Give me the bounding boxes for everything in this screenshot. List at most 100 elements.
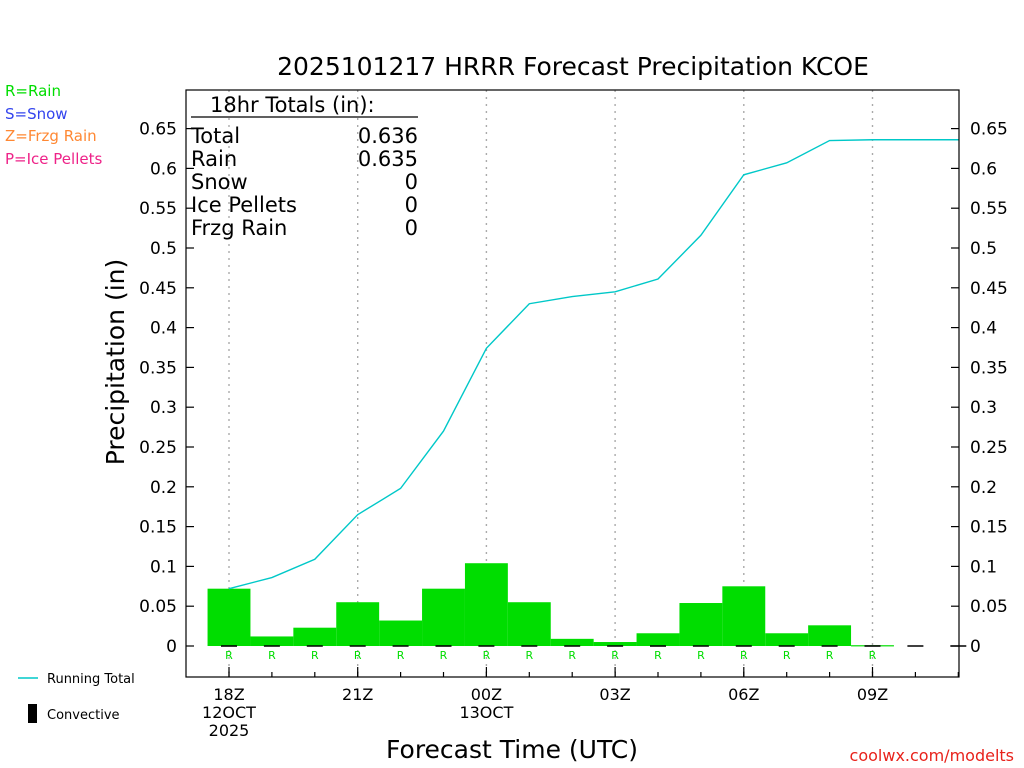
running-total-legend-label: Running Total bbox=[47, 672, 135, 687]
y-tick-label-right-11: 0.55 bbox=[970, 199, 1008, 219]
y-tick-label-right-12: 0.6 bbox=[970, 159, 997, 179]
y-tick-label-left-6: 0.3 bbox=[150, 398, 177, 418]
y-tick-label-right-2: 0.1 bbox=[970, 557, 997, 577]
y-tick-label-left-8: 0.4 bbox=[150, 319, 177, 339]
y-tick-label-right-7: 0.35 bbox=[970, 358, 1008, 378]
x-tick-label-3-0: 03Z bbox=[599, 685, 630, 704]
totals-header: 18hr Totals (in): bbox=[210, 93, 375, 117]
credit-text: coolwx.com/modelts bbox=[850, 746, 1014, 765]
x-tick-label-0-0: 18Z bbox=[213, 685, 244, 704]
x-tick-label-0-2: 2025 bbox=[209, 721, 250, 740]
legend-ice-pellets: P=Ice Pellets bbox=[5, 150, 102, 168]
convective-swatch bbox=[28, 704, 37, 723]
x-tick-label-2-1: 13OCT bbox=[459, 703, 513, 722]
totals-box: 18hr Totals (in): Total 0.636 Rain 0.635… bbox=[190, 93, 418, 240]
precip-bar-3 bbox=[336, 602, 380, 646]
totals-total-label: Total bbox=[190, 124, 240, 148]
y-tick-label-right-10: 0.5 bbox=[970, 239, 997, 259]
y-tick-label-right-4: 0.2 bbox=[970, 478, 997, 498]
precip-type-marker-4: R bbox=[397, 649, 405, 662]
y-tick-label-left-0: 0 bbox=[166, 637, 177, 657]
precip-bar-1 bbox=[250, 636, 294, 646]
convective-legend-label: Convective bbox=[47, 708, 120, 723]
precip-type-marker-9: R bbox=[611, 649, 619, 662]
x-tick-label-1-0: 21Z bbox=[342, 685, 373, 704]
y-tick-label-right-3: 0.15 bbox=[970, 518, 1008, 538]
totals-total-value: 0.636 bbox=[358, 124, 418, 148]
precip-type-marker-7: R bbox=[525, 649, 533, 662]
precip-bar-5 bbox=[422, 588, 465, 646]
totals-rain-label: Rain bbox=[191, 147, 237, 171]
x-tick-label-5-0: 09Z bbox=[857, 685, 888, 704]
y-tick-label-left-10: 0.5 bbox=[150, 239, 177, 259]
y-tick-label-left-9: 0.45 bbox=[139, 279, 177, 299]
precip-bar-12 bbox=[722, 586, 766, 646]
precip-type-marker-3: R bbox=[354, 649, 362, 662]
precip-bar-13 bbox=[765, 633, 809, 646]
y-tick-label-left-1: 0.05 bbox=[139, 597, 177, 617]
precip-type-marker-0: R bbox=[225, 649, 233, 662]
y-tick-label-left-3: 0.15 bbox=[139, 518, 177, 538]
grid-layer bbox=[228, 90, 874, 677]
legend-frzg-rain: Z=Frzg Rain bbox=[5, 127, 97, 145]
y-tick-label-right-8: 0.4 bbox=[970, 319, 997, 339]
precip-bar-9 bbox=[593, 642, 637, 646]
legend-snow: S=Snow bbox=[5, 105, 68, 123]
precip-bar-10 bbox=[636, 633, 680, 646]
precip-type-marker-11: R bbox=[697, 649, 705, 662]
line-layer bbox=[228, 139, 959, 590]
totals-frzg-value: 0 bbox=[405, 216, 418, 240]
precip-type-marker-8: R bbox=[568, 649, 576, 662]
y-tick-label-left-4: 0.2 bbox=[150, 478, 177, 498]
precip-bar-4 bbox=[379, 620, 423, 646]
precip-bar-11 bbox=[679, 603, 723, 646]
precip-type-marker-6: R bbox=[483, 649, 491, 662]
x-axis-title: Forecast Time (UTC) bbox=[386, 735, 638, 764]
y-axis-title: Precipitation (in) bbox=[101, 259, 130, 466]
y-tick-label-left-2: 0.1 bbox=[150, 557, 177, 577]
y-tick-label-right-0: 0 bbox=[970, 637, 981, 657]
totals-ice-value: 0 bbox=[405, 193, 418, 217]
precip-type-marker-13: R bbox=[783, 649, 791, 662]
precip-type-marker-1: R bbox=[268, 649, 276, 662]
precip-type-marker-15: R bbox=[869, 649, 877, 662]
precip-bar-14 bbox=[808, 625, 852, 646]
precip-bar-0 bbox=[207, 588, 251, 646]
y-tick-label-left-5: 0.25 bbox=[139, 438, 177, 458]
precip-type-marker-14: R bbox=[826, 649, 834, 662]
series-legend: Running Total Convective bbox=[18, 672, 135, 723]
y-tick-label-left-7: 0.35 bbox=[139, 358, 177, 378]
precip-type-marker-10: R bbox=[654, 649, 662, 662]
precip-bar-2 bbox=[293, 627, 337, 646]
totals-frzg-label: Frzg Rain bbox=[191, 216, 287, 240]
precip-bar-6 bbox=[464, 563, 508, 646]
x-tick-label-2-0: 00Z bbox=[471, 685, 502, 704]
legend-rain: R=Rain bbox=[5, 82, 61, 100]
y-tick-label-right-6: 0.3 bbox=[970, 398, 997, 418]
plot-frame bbox=[185, 89, 960, 678]
y-tick-label-left-12: 0.6 bbox=[150, 159, 177, 179]
bar-layer bbox=[207, 563, 967, 647]
totals-snow-label: Snow bbox=[191, 170, 248, 194]
chart-title: 2025101217 HRRR Forecast Precipitation K… bbox=[277, 52, 869, 81]
totals-ice-label: Ice Pellets bbox=[191, 193, 297, 217]
running-total-line bbox=[228, 139, 959, 590]
precip-bar-8 bbox=[550, 638, 594, 646]
axis-layer: 0 00.05 0.050.1 0.10.15 0.150.2 0.20.25 0.250.… bbox=[139, 120, 1008, 740]
precip-type-marker-5: R bbox=[440, 649, 448, 662]
y-tick-label-left-13: 0.65 bbox=[139, 120, 177, 140]
precip-type-marker-12: R bbox=[740, 649, 748, 662]
precip-bar-7 bbox=[507, 602, 551, 646]
y-tick-label-right-5: 0.25 bbox=[970, 438, 1008, 458]
totals-snow-value: 0 bbox=[405, 170, 418, 194]
y-tick-label-right-1: 0.05 bbox=[970, 597, 1008, 617]
y-tick-label-right-9: 0.45 bbox=[970, 279, 1008, 299]
y-tick-label-right-13: 0.65 bbox=[970, 120, 1008, 140]
x-tick-label-4-0: 06Z bbox=[728, 685, 759, 704]
totals-rain-value: 0.635 bbox=[358, 147, 418, 171]
x-tick-label-0-1: 12OCT bbox=[202, 703, 256, 722]
precip-type-legend: R=Rain S=Snow Z=Frzg Rain P=Ice Pellets bbox=[5, 82, 102, 168]
y-tick-label-left-11: 0.55 bbox=[139, 199, 177, 219]
